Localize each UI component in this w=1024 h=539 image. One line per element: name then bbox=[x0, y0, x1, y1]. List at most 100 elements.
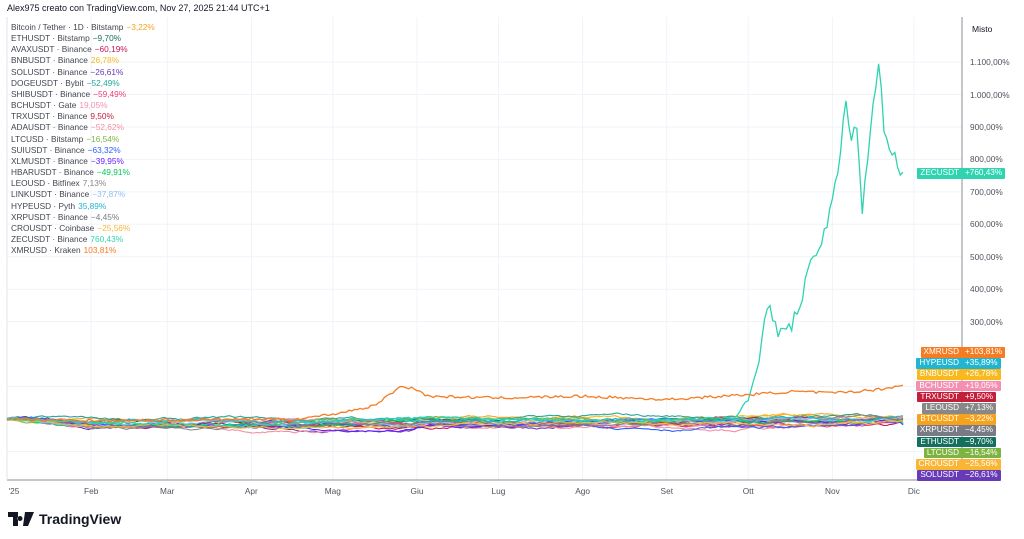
legend-value: −26,61% bbox=[90, 66, 124, 77]
legend-symbol: Bitcoin / Tether · 1D · Bitstamp bbox=[11, 22, 124, 32]
series-line-zecusdt bbox=[6, 63, 904, 428]
legend-item[interactable]: DOGEUSDT · Bybit −52,49% bbox=[11, 78, 155, 89]
price-tag-value: −9,70% bbox=[962, 436, 996, 448]
price-tag-symbol: LTCUSD bbox=[923, 447, 962, 459]
legend-value: −39,95% bbox=[90, 155, 124, 166]
legend-symbol: SHIBUSDT · Binance bbox=[11, 88, 91, 99]
y-tick-label: 900,00% bbox=[970, 121, 1003, 132]
legend-item[interactable]: ADAUSDT · Binance −52,62% bbox=[11, 122, 155, 133]
y-tick-label: 300,00% bbox=[970, 316, 1003, 327]
price-tag-symbol: HYPEUSD bbox=[916, 358, 962, 369]
legend-item[interactable]: SUIUSDT · Binance −63,32% bbox=[11, 145, 155, 156]
legend-symbol: HBARUSDT · Binance bbox=[11, 167, 94, 178]
legend-symbol: AVAXUSDT · Binance bbox=[11, 44, 92, 55]
legend-value: −16,54% bbox=[86, 133, 120, 144]
legend-value: −3,22% bbox=[126, 22, 155, 32]
x-tick-label: Mag bbox=[324, 486, 341, 496]
y-tick-label: 1.000,00% bbox=[970, 89, 1010, 100]
legend-symbol: DOGEUSDT · Bybit bbox=[11, 77, 84, 88]
price-tag-zecusdt: ZECUSDT +760,43% bbox=[917, 168, 1006, 179]
legend-item[interactable]: CROUSDT · Coinbase −25,56% bbox=[11, 223, 155, 234]
legend-item[interactable]: HYPEUSD · Pyth 35,89% bbox=[11, 201, 155, 212]
x-tick-label: Mar bbox=[160, 486, 175, 496]
price-tag-value: −26,61% bbox=[962, 470, 1001, 481]
legend-symbol: CROUSDT · Coinbase bbox=[11, 222, 95, 233]
legend-symbol: LTCUSD · Bitstamp bbox=[11, 133, 84, 144]
price-tag-value: +19,05% bbox=[962, 380, 1001, 392]
price-tag-bchusdt: BCHUSDT +19,05% bbox=[916, 380, 1001, 392]
x-tick-label: Nov bbox=[825, 486, 840, 496]
legend-item[interactable]: XLMUSDT · Binance −39,95% bbox=[11, 156, 155, 167]
legend-item[interactable]: ZECUSDT · Binance 760,43% bbox=[11, 234, 155, 245]
price-scale-mode[interactable]: Misto bbox=[972, 24, 993, 34]
legend-item[interactable]: BNBUSDT · Binance 26,78% bbox=[11, 55, 155, 66]
legend-value: 35,89% bbox=[78, 200, 107, 211]
y-tick-label: 600,00% bbox=[970, 219, 1003, 230]
legend-item[interactable]: SHIBUSDT · Binance −59,49% bbox=[11, 89, 155, 100]
y-tick-label: 500,00% bbox=[970, 251, 1003, 262]
legend-item[interactable]: BCHUSDT · Gate 19,05% bbox=[11, 100, 155, 111]
x-tick-label: Apr bbox=[244, 486, 258, 496]
price-tag-value: −4,45% bbox=[962, 425, 996, 436]
price-tag-ltcusd: LTCUSD −16,54% bbox=[923, 447, 1001, 459]
legend-item[interactable]: TRXUSDT · Binance 9,50% bbox=[11, 111, 155, 122]
tradingview-logo[interactable]: TradingView bbox=[8, 511, 121, 527]
legend-item[interactable]: LTCUSD · Bitstamp −16,54% bbox=[11, 134, 155, 145]
legend-item[interactable]: LEOUSD · Bitfinex 7,13% bbox=[11, 178, 155, 189]
price-tag-solusdt: SOLUSDT −26,61% bbox=[917, 470, 1001, 481]
legend-symbol: ZECUSDT · Binance bbox=[11, 233, 88, 244]
x-tick-label: Dic bbox=[907, 486, 920, 496]
legend-item[interactable]: SOLUSDT · Binance −26,61% bbox=[11, 67, 155, 78]
legend-symbol: XMRUSD · Kraken bbox=[11, 245, 81, 256]
legend-value: −25,56% bbox=[97, 222, 131, 233]
legend-item[interactable]: XRPUSDT · Binance −4,45% bbox=[11, 212, 155, 223]
legend-value: 19,05% bbox=[79, 100, 108, 111]
y-tick-label: 800,00% bbox=[970, 154, 1003, 165]
price-tag-symbol: SOLUSDT bbox=[917, 470, 962, 481]
legend-symbol: XLMUSDT · Binance bbox=[11, 155, 88, 166]
legend-symbol: ETHUSDT · Bitstamp bbox=[11, 33, 90, 44]
legend-symbol: TRXUSDT · Binance bbox=[11, 111, 88, 122]
price-tag-value: +26,78% bbox=[962, 369, 1001, 380]
legend-symbol: XRPUSDT · Binance bbox=[11, 211, 88, 222]
x-tick-label: Giu bbox=[410, 486, 424, 496]
price-tag-xmrusd: XMRUSD +103,81% bbox=[920, 347, 1006, 358]
price-tag-value: +760,43% bbox=[962, 168, 1006, 179]
price-tag-bnbusdt: BNBUSDT +26,78% bbox=[916, 369, 1001, 380]
legend-value: 9,50% bbox=[90, 111, 114, 122]
legend-item[interactable]: Bitcoin / Tether · 1D · Bitstamp −3,22% bbox=[11, 22, 155, 33]
price-tag-value: −3,22% bbox=[962, 414, 996, 425]
legend-item[interactable]: XMRUSD · Kraken 103,81% bbox=[11, 245, 155, 256]
price-tag-hypeusd: HYPEUSD +35,89% bbox=[916, 358, 1001, 369]
legend-item[interactable]: HBARUSDT · Binance −49,91% bbox=[11, 167, 155, 178]
legend-symbol: SUIUSDT · Binance bbox=[11, 144, 85, 155]
series-line-xmrusd bbox=[6, 384, 904, 423]
legend-item[interactable]: AVAXUSDT · Binance −60,19% bbox=[11, 44, 155, 55]
legend-value: −59,49% bbox=[93, 88, 127, 99]
legend-value: 760,43% bbox=[90, 233, 124, 244]
legend-symbol: LINKUSDT · Binance bbox=[11, 189, 90, 200]
price-tag-symbol: BTCUSDT bbox=[917, 414, 962, 425]
x-tick-label: Set bbox=[660, 486, 674, 496]
price-tag-symbol: ZECUSDT bbox=[917, 168, 962, 179]
y-tick-label: 400,00% bbox=[970, 284, 1003, 295]
price-tag-crousdt: CROUSDT −25,56% bbox=[915, 459, 1001, 470]
x-tick-label: '25 bbox=[8, 486, 20, 496]
legend-value: −60,19% bbox=[94, 44, 128, 55]
legend-value: −4,45% bbox=[90, 211, 120, 222]
legend-value: −63,32% bbox=[87, 144, 121, 155]
legend-value: −49,91% bbox=[96, 167, 130, 178]
legend-value: 103,81% bbox=[83, 245, 117, 256]
price-tag-symbol: LEOUSD bbox=[922, 403, 962, 414]
legend-item[interactable]: ETHUSDT · Bitstamp −9,70% bbox=[11, 33, 155, 44]
legend-value: −52,49% bbox=[86, 77, 120, 88]
price-tag-xrpusdt: XRPUSDT −4,45% bbox=[916, 425, 996, 436]
price-tag-trxusdt: TRXUSDT +9,50% bbox=[917, 391, 996, 403]
legend-item[interactable]: LINKUSDT · Binance −37,87% bbox=[11, 189, 155, 200]
price-tag-value: +103,81% bbox=[962, 347, 1006, 358]
legend-value: −52,62% bbox=[90, 122, 124, 133]
legend-symbol: LEOUSD · Bitfinex bbox=[11, 178, 80, 189]
price-tag-symbol: XMRUSD bbox=[920, 347, 962, 358]
price-tag-value: +7,13% bbox=[962, 403, 996, 414]
